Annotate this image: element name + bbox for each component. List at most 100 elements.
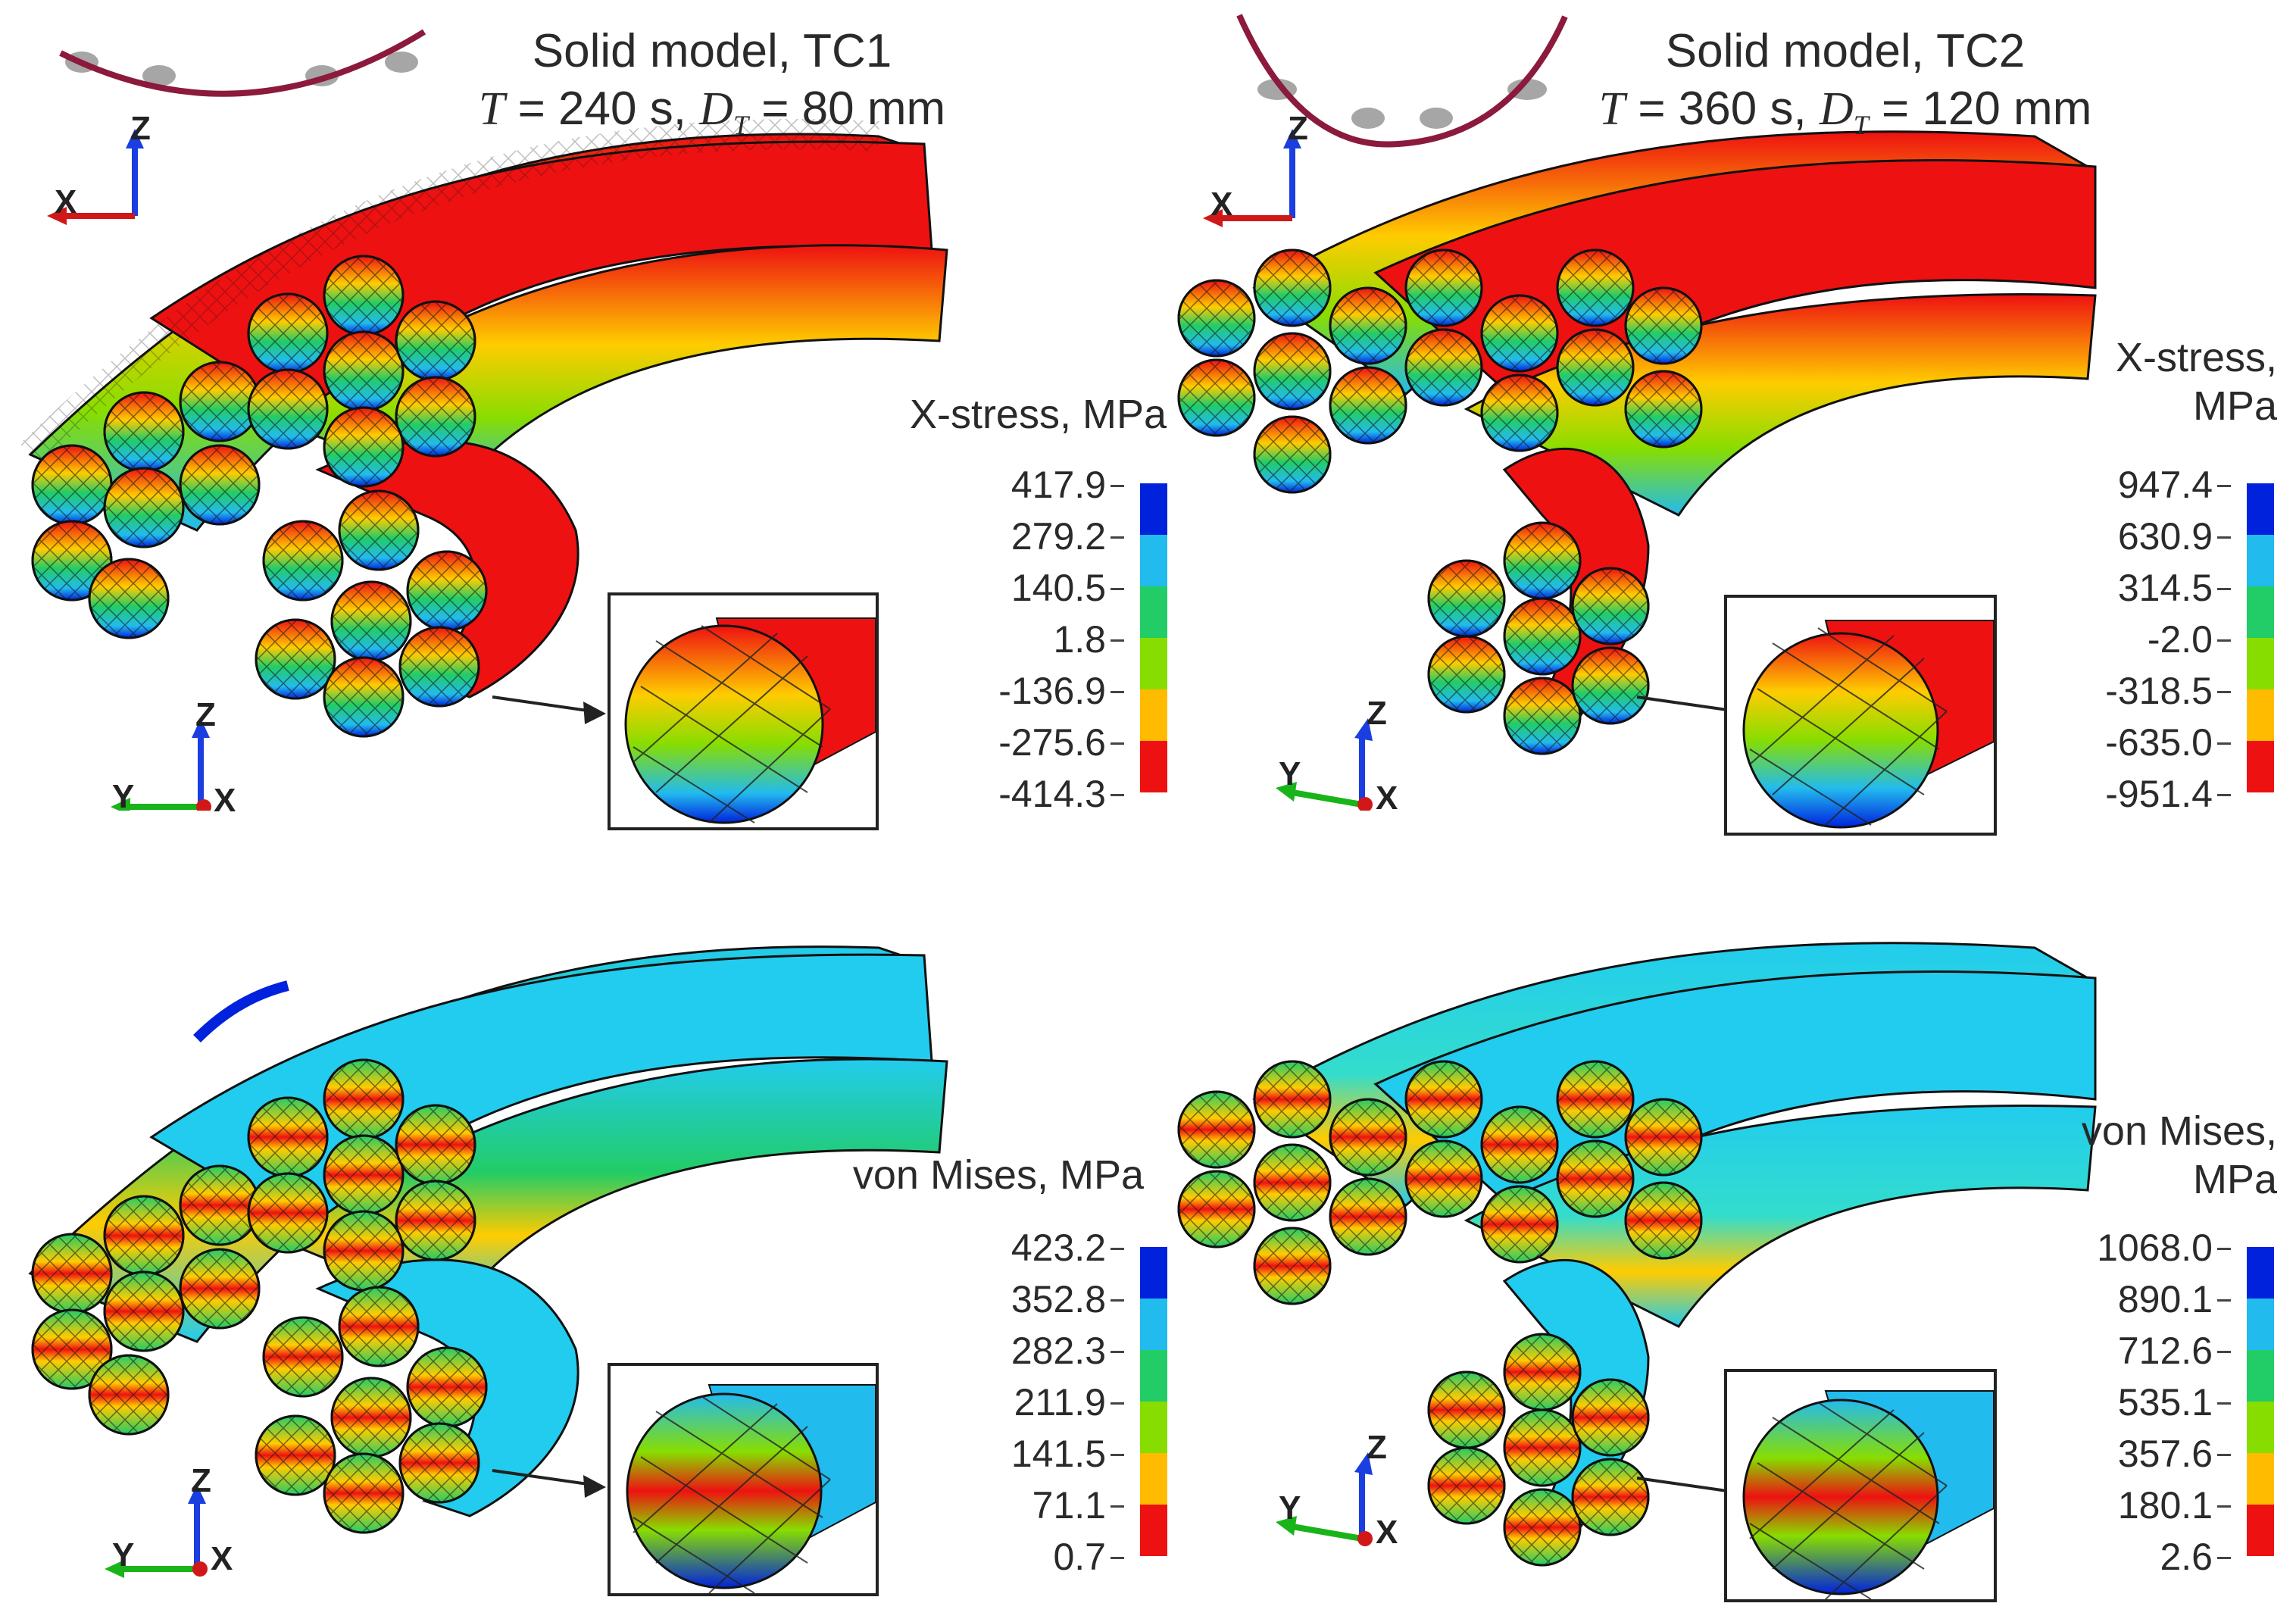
panel-title: Solid model, TC2 T = 360 s, DT = 120 mm xyxy=(1542,23,2148,154)
legend-swatch-2 xyxy=(2247,1299,2274,1350)
legend-tick-1: 947.4 xyxy=(2117,464,2213,506)
legend-tick-4: 211.9 xyxy=(1014,1381,1106,1424)
rope-mesh-render xyxy=(1177,14,2097,811)
cross-section-inset xyxy=(608,1363,879,1596)
axis-label-y-bottom: Y xyxy=(112,778,135,815)
legend-tick-mark xyxy=(1111,794,1124,796)
legend-tick-6: -275.6 xyxy=(998,721,1106,764)
legend-tick-3: 712.6 xyxy=(2117,1330,2213,1372)
title-D: D xyxy=(1819,83,1854,135)
legend-title-line: von Mises, MPa xyxy=(852,1152,1144,1198)
title-diameter: = 80 mm xyxy=(748,83,946,135)
rope-deflection-icon xyxy=(59,29,426,97)
legend-title: von Mises, MPa xyxy=(758,1151,1144,1199)
legend-tick-7: 2.6 xyxy=(2160,1536,2213,1578)
title-time: = 360 s, xyxy=(1625,83,1820,135)
legend-tick-mark xyxy=(1111,485,1124,487)
legend-tick-mark xyxy=(2217,588,2231,590)
legend-tick-3: 314.5 xyxy=(2117,567,2213,609)
axis-label-z-bottom: Z xyxy=(1367,1429,1387,1466)
panel-tc2-xstress: Solid model, TC2 T = 360 s, DT = 120 mm … xyxy=(1148,0,2296,836)
legend-swatch-3 xyxy=(2247,1350,2274,1402)
legend-tick-mark xyxy=(2217,1248,2231,1250)
legend-swatch-6 xyxy=(2247,741,2274,792)
axis-label-x-top: X xyxy=(1210,186,1233,223)
axis-label-y-bottom: Y xyxy=(1279,755,1301,792)
legend-title-line: X-stress, MPa xyxy=(909,392,1167,437)
legend-tick-mark xyxy=(1111,536,1124,539)
legend-tick-mark xyxy=(1111,588,1124,590)
legend-tick-mark xyxy=(1111,1248,1124,1250)
legend-tick-1: 417.9 xyxy=(1011,464,1106,506)
legend-tick-5: 141.5 xyxy=(1011,1433,1106,1475)
legend-tick-mark xyxy=(2217,639,2231,642)
legend-title: X-stress, MPa xyxy=(1982,333,2277,430)
axis-label-x-bottom: X xyxy=(1376,780,1398,817)
legend-swatch-4 xyxy=(1140,638,1167,689)
axis-label-z-bottom: Z xyxy=(1367,695,1387,732)
legend-title: von Mises, MPa xyxy=(1982,1107,2277,1204)
legend-swatch-5 xyxy=(2247,689,2274,741)
legend-tick-3: 282.3 xyxy=(1011,1330,1106,1372)
legend-tick-3: 140.5 xyxy=(1011,567,1106,609)
title-D-subscript: T xyxy=(1853,110,1869,141)
legend-tick-6: 180.1 xyxy=(2117,1484,2213,1527)
legend-tick-mark xyxy=(2217,1454,2231,1456)
legend-tick-mark xyxy=(1111,1557,1124,1559)
legend-tick-mark xyxy=(1111,1454,1124,1456)
axis-label-z-top: Z xyxy=(1288,110,1308,147)
legend-tick-mark xyxy=(2217,794,2231,796)
legend-swatch-4 xyxy=(2247,1402,2274,1453)
legend-tick-mark xyxy=(2217,1402,2231,1405)
legend-tick-mark xyxy=(2217,742,2231,745)
cross-section-inset xyxy=(1724,1369,1997,1602)
legend-tick-mark xyxy=(2217,1557,2231,1559)
axis-triad-top xyxy=(47,129,144,225)
axis-label-y-bottom: Y xyxy=(1279,1489,1301,1527)
wire-cross-section xyxy=(1742,1390,1994,1599)
legend-tick-2: 890.1 xyxy=(2117,1278,2213,1320)
legend-swatch-5 xyxy=(1140,1453,1167,1505)
wire-cross-section xyxy=(1742,620,1994,829)
legend-swatch-1 xyxy=(2247,1247,2274,1299)
panel-tc1-xstress: Solid model, TC1 T = 240 s, DT = 80 mm Z… xyxy=(0,0,1167,830)
legend-swatch-3 xyxy=(2247,586,2274,638)
legend-tick-mark xyxy=(2217,691,2231,693)
legend-tick-2: 352.8 xyxy=(1011,1278,1106,1320)
legend-tick-7: -951.4 xyxy=(2105,773,2213,815)
wire-cross-section xyxy=(626,1384,876,1593)
legend-swatch-5 xyxy=(2247,1453,2274,1505)
title-time: = 240 s, xyxy=(504,83,700,135)
legend-swatch-3 xyxy=(1140,586,1167,638)
title-line-2: T = 360 s, DT = 120 mm xyxy=(1542,80,2148,154)
legend-swatch-6 xyxy=(1140,1505,1167,1556)
axis-triad-bottom xyxy=(1276,1452,1373,1546)
axis-triad-top xyxy=(1203,129,1301,227)
legend-title-line-2: MPa xyxy=(2192,1157,2277,1202)
title-line-2: T = 240 s, DT = 80 mm xyxy=(424,80,1000,154)
axis-label-z-top: Z xyxy=(130,110,151,147)
legend-swatch-2 xyxy=(2247,535,2274,586)
legend-tick-4: 1.8 xyxy=(1053,618,1106,661)
axis-label-x-top: X xyxy=(55,183,77,220)
legend-swatch-2 xyxy=(1140,535,1167,586)
legend-swatch-1 xyxy=(2247,483,2274,535)
legend-swatch-1 xyxy=(1140,1247,1167,1299)
legend-title: X-stress, MPa xyxy=(788,390,1167,439)
axis-label-z-bottom: Z xyxy=(191,1462,211,1499)
legend-tick-4: -2.0 xyxy=(2147,618,2213,661)
legend-swatch-4 xyxy=(2247,638,2274,689)
title-diameter: = 120 mm xyxy=(1868,83,2092,135)
legend-swatch-1 xyxy=(1140,483,1167,535)
legend-tick-7: 0.7 xyxy=(1053,1536,1106,1578)
title-line-1: Solid model, TC1 xyxy=(532,25,892,77)
legend-tick-1: 423.2 xyxy=(1011,1227,1106,1269)
wire-cross-section xyxy=(624,617,876,824)
legend-tick-mark xyxy=(2217,1351,2231,1353)
legend-tick-4: 535.1 xyxy=(2117,1381,2213,1424)
cross-section-inset xyxy=(608,592,879,830)
legend-tick-mark xyxy=(1111,1402,1124,1405)
title-line-1: Solid model, TC2 xyxy=(1665,25,2026,77)
axis-triad-bottom xyxy=(111,718,211,811)
title-D-subscript: T xyxy=(733,110,748,141)
